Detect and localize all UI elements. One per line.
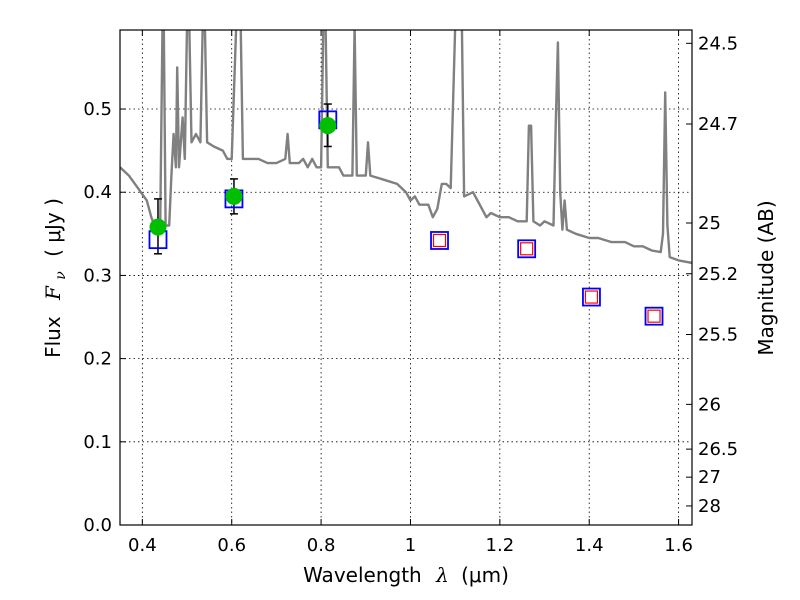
model-flux-square	[644, 306, 664, 326]
y2-tick-label: 28	[698, 496, 721, 517]
y2-tick-label: 24.7	[698, 114, 738, 135]
plot-frame	[119, 29, 693, 526]
x-axis-label: Wavelength λ (μm)	[303, 563, 509, 587]
y-axis-label: Flux F ν ( μJy )	[41, 198, 70, 358]
model-flux-square	[582, 287, 601, 307]
y-axis-label-symbol: F	[41, 285, 65, 301]
y-tick-label: 0.1	[83, 432, 112, 453]
y2-axis-label: Magnitude (AB)	[754, 200, 778, 355]
y2-tick-label: 24.5	[698, 33, 738, 54]
y2-tick-label: 27	[698, 467, 721, 488]
x-tick-label: 0.6	[217, 535, 246, 556]
observed-flux-point	[149, 218, 167, 236]
y2-tick-label: 25.2	[698, 264, 738, 285]
x-tick-label: 1	[405, 535, 416, 556]
model-flux-square	[430, 231, 449, 250]
y2-tick-label: 26.5	[698, 439, 738, 460]
y-tick-label: 0.2	[83, 349, 112, 370]
observed-flux-point	[225, 187, 243, 205]
y2-tick-label: 26	[698, 394, 721, 415]
predicted-flux-square	[520, 242, 534, 256]
x-tick-label: 1.2	[486, 535, 515, 556]
y-tick-label: 0.0	[83, 515, 112, 536]
x-axis-label-unit: (μm)	[461, 563, 509, 587]
model-sed-line	[120, 30, 692, 265]
y-tick-label: 0.5	[83, 99, 112, 120]
x-axis-label-symbol: λ	[435, 563, 449, 587]
x-tick-label: 0.4	[128, 535, 157, 556]
y2-tick-label: 25	[698, 213, 721, 234]
x-tick-label: 0.8	[307, 535, 336, 556]
series-layer	[120, 30, 692, 326]
y-axis-label-text: Flux	[41, 316, 65, 358]
predicted-flux-square	[432, 233, 447, 248]
x-tick-label: 1.6	[664, 535, 693, 556]
observed-flux-point	[319, 117, 337, 135]
y-axis-label-unit: ( μJy )	[41, 198, 65, 257]
y-axis-label-symbol-sub: ν	[53, 271, 69, 280]
predicted-flux-square	[584, 290, 599, 304]
y-tick-label: 0.4	[83, 182, 112, 203]
predicted-flux-square	[647, 309, 661, 323]
y-tick-label: 0.3	[83, 265, 112, 286]
model-flux-square	[517, 239, 537, 259]
x-axis-label-text: Wavelength	[303, 563, 422, 587]
x-tick-label: 1.4	[575, 535, 604, 556]
y2-tick-label: 25.5	[698, 324, 738, 345]
ticks: 0.4 0.6 0.8 1 1.2 1.4 1.6 0.0 0.1 0.2 0.3 0.4 0.5 24.…	[83, 30, 738, 556]
